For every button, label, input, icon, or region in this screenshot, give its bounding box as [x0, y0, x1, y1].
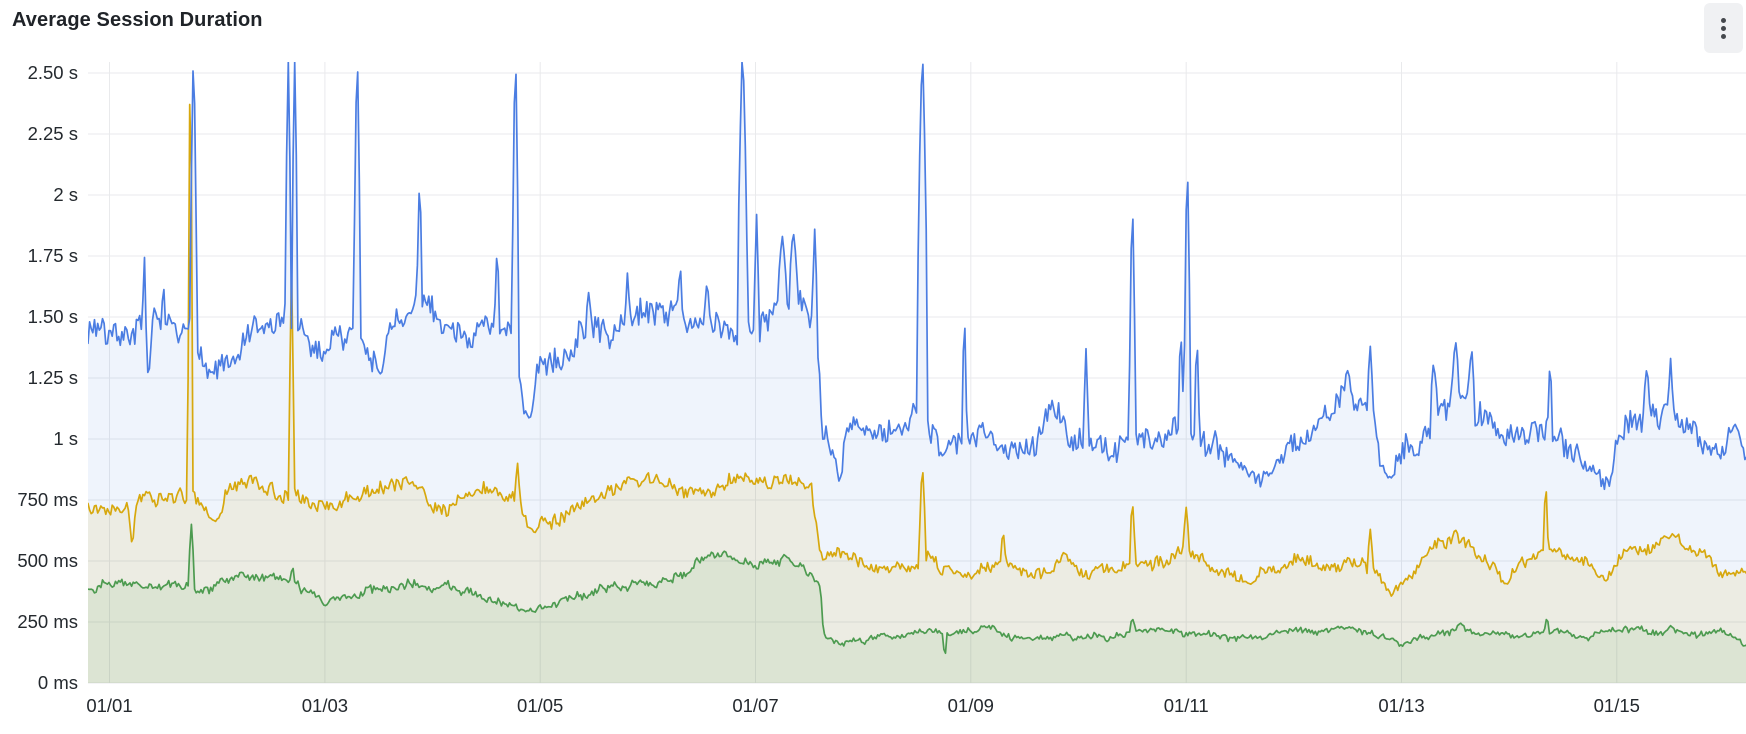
kebab-menu-icon: [1721, 25, 1726, 31]
x-axis-labels: 01/01 01/03 01/05 01/07 01/09 01/11 01/13 01/15: [86, 695, 1640, 716]
plot-area[interactable]: [88, 62, 1746, 683]
y-tick-label: 1.75 s: [28, 245, 78, 266]
series-line-upper-blue: [88, 62, 1746, 491]
y-tick-label: 1 s: [53, 428, 78, 449]
panel-title: Average Session Duration: [12, 9, 263, 31]
x-tick-label: 01/05: [517, 695, 563, 716]
y-tick-label: 500 ms: [17, 550, 78, 571]
y-tick-label: 2 s: [53, 184, 78, 205]
x-tick-label: 01/13: [1378, 695, 1424, 716]
series-fill-middle-yellow: [88, 104, 1746, 683]
x-tick-label: 01/11: [1164, 695, 1209, 716]
x-tick-label: 01/09: [948, 695, 994, 716]
series-line-lower-green: [88, 523, 1746, 655]
x-tick-label: 01/03: [302, 695, 348, 716]
x-tick-label: 01/07: [732, 695, 778, 716]
y-tick-label: 1.25 s: [28, 367, 78, 388]
y-tick-label: 2.25 s: [28, 123, 78, 144]
y-axis-labels: 2.50 s 2.25 s 2 s 1.75 s 1.50 s 1.25 s 1 s 750 …: [17, 62, 78, 693]
panel-menu-button[interactable]: [1704, 3, 1743, 53]
x-tick-label: 01/01: [86, 695, 132, 716]
series-line-middle-yellow: [88, 103, 1746, 597]
y-tick-label: 2.50 s: [28, 62, 78, 83]
y-tick-label: 250 ms: [17, 611, 78, 632]
y-tick-label: 1.50 s: [28, 306, 78, 327]
y-tick-label: 0 ms: [38, 672, 78, 693]
panel-header: Average Session Duration: [0, 0, 1746, 54]
series-fill-lower-green: [88, 524, 1746, 683]
x-tick-label: 01/15: [1594, 695, 1640, 716]
y-tick-label: 750 ms: [17, 489, 78, 510]
